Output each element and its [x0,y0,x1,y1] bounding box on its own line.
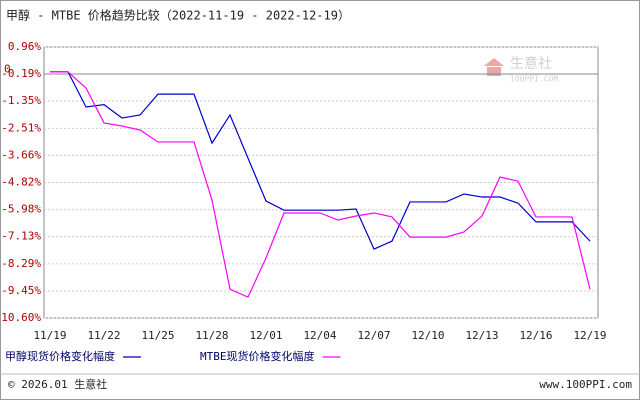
y-tick-label: -2.51% [1,121,41,134]
series-line [50,71,591,250]
y-tick-label: -8.29% [1,257,41,270]
y-tick-label: 0 [4,63,11,76]
x-tick-label: 12/04 [303,329,336,342]
x-tick-label: 12/13 [465,329,498,342]
x-tick-label: 11/22 [87,329,120,342]
x-tick-label: 11/19 [33,329,66,342]
watermark-site: 100PPI.COM [510,75,558,84]
legend-label: MTBE现货价格变化幅度 [200,349,315,363]
x-tick-label: 12/07 [357,329,390,342]
copyright: © 2026.01 生意社 [8,377,107,391]
y-tick-label: -10.60% [0,311,41,324]
y-tick-label: -5.98% [1,203,41,216]
watermark-name: 生意社 [510,55,552,72]
watermark: 生意社 100PPI.COM [484,55,558,84]
y-tick-label: -0.19% [1,67,41,80]
chart-title: 甲醇 - MTBE 价格趋势比较（2022-11-19 - 2022-12-19… [6,8,350,23]
legend-label: 甲醇现货价格变化幅度 [5,349,115,363]
y-tick-label: -9.45% [1,284,41,297]
logo [484,58,504,76]
x-tick-label: 11/25 [141,329,174,342]
x-tick-label: 12/19 [573,329,606,342]
series-line [50,71,591,298]
y-tick-label: -7.13% [1,230,41,243]
x-tick-label: 11/28 [195,329,228,342]
y-tick-label: -4.82% [1,176,41,189]
y-tick-label: -3.66% [1,148,41,161]
y-tick-label: 0.96% [8,40,41,53]
x-tick-label: 12/16 [519,329,552,342]
y-tick-label: -1.35% [1,94,41,107]
website: www.100PPI.com [539,378,632,391]
x-tick-label: 12/10 [411,329,444,342]
x-tick-label: 12/01 [249,329,282,342]
